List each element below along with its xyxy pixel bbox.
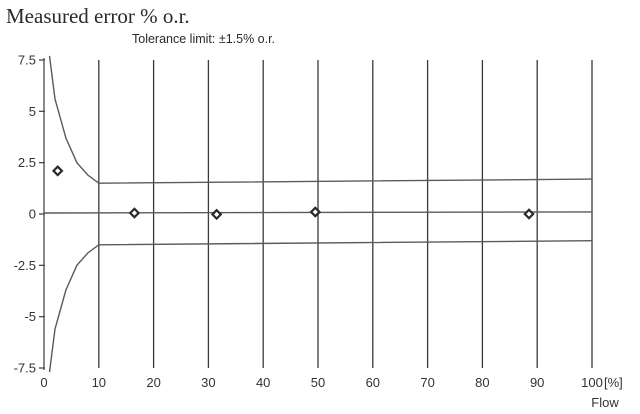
data-point-4	[309, 206, 322, 218]
x-tick-labels: 0 10 20 30 40 50 60 70 80 90 100	[40, 375, 602, 390]
x-tick-label: 60	[366, 375, 380, 390]
x-tick-label: 10	[92, 375, 106, 390]
y-tick-label: -5	[24, 309, 36, 324]
data-point-1	[51, 165, 64, 177]
y-tick-label: 5	[29, 104, 36, 119]
data-points	[51, 165, 535, 221]
x-tick-label: 40	[256, 375, 270, 390]
y-tick-labels: 7.5 5 2.5 0 -2.5 -5 -7.5	[14, 53, 36, 376]
grid-lines	[39, 58, 593, 370]
chart-title: Measured error % o.r.	[6, 4, 190, 28]
data-point-2	[128, 207, 141, 219]
y-tick-label: -2.5	[14, 258, 36, 273]
x-unit-label: [%]	[604, 375, 623, 390]
x-tick-label: 90	[530, 375, 544, 390]
data-point-3	[210, 208, 223, 221]
y-tick-label: 0	[29, 207, 36, 222]
y-tick-label: 7.5	[18, 53, 36, 68]
tolerance-upper-line	[48, 55, 593, 184]
x-tick-label: 100	[581, 375, 603, 390]
x-axis-title: Flow	[591, 395, 619, 410]
x-tick-label: 0	[40, 375, 47, 390]
x-tick-label: 20	[146, 375, 160, 390]
y-tick-label: -7.5	[14, 361, 36, 376]
chart-subtitle: Tolerance limit: ±1.5% o.r.	[132, 32, 276, 46]
x-tick-label: 80	[475, 375, 489, 390]
x-tick-label: 30	[201, 375, 215, 390]
x-tick-label: 50	[311, 375, 325, 390]
data-point-5	[523, 208, 535, 220]
y-tick-label: 2.5	[18, 155, 36, 170]
x-tick-label: 70	[420, 375, 434, 390]
tolerance-lower-line	[48, 240, 593, 373]
